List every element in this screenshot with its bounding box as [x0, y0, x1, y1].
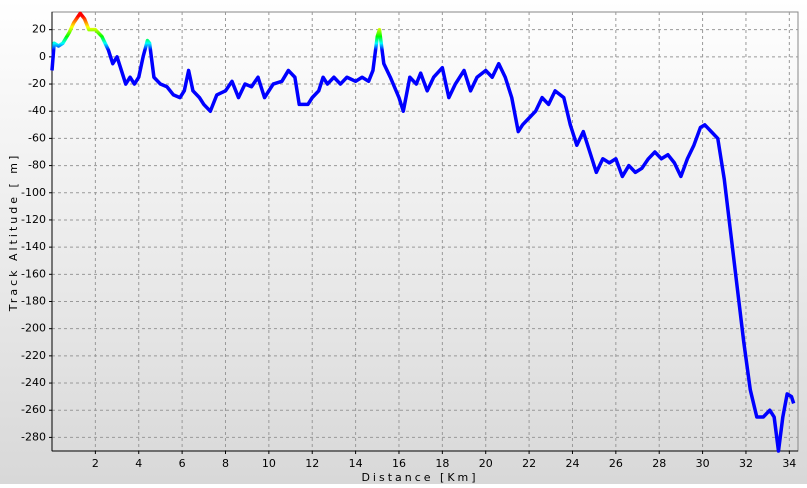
- y-tick-label: 0: [39, 50, 46, 63]
- x-axis-label: Distance [Km]: [361, 471, 478, 484]
- x-tick-label: 4: [135, 457, 142, 470]
- x-tick-label: 16: [392, 457, 406, 470]
- x-tick-label: 2: [92, 457, 99, 470]
- altitude-line: [50, 11, 796, 453]
- y-tick-label: -280: [21, 430, 46, 443]
- y-tick-label: -240: [21, 376, 46, 389]
- y-axis-label: Track Altitude [ m]: [7, 153, 20, 313]
- y-tick-label: -220: [21, 349, 46, 362]
- y-tick-label: -100: [21, 186, 46, 199]
- y-tick-label: -60: [28, 131, 46, 144]
- x-tick-label: 10: [262, 457, 276, 470]
- x-tick-label: 34: [782, 457, 796, 470]
- y-tick-label: -140: [21, 240, 46, 253]
- x-tick-label: 12: [305, 457, 319, 470]
- x-tick-label: 8: [222, 457, 229, 470]
- x-tick-label: 18: [435, 457, 449, 470]
- x-tick-label: 26: [609, 457, 623, 470]
- x-tick-label: 6: [179, 457, 186, 470]
- x-tick-label: 32: [739, 457, 753, 470]
- x-tick-label: 20: [479, 457, 493, 470]
- y-tick-label: -120: [21, 213, 46, 226]
- x-tick-label: 14: [349, 457, 363, 470]
- y-tick-label: -200: [21, 322, 46, 335]
- y-tick-label: -80: [28, 159, 46, 172]
- y-tick-label: -20: [28, 77, 46, 90]
- x-tick-label: 28: [652, 457, 666, 470]
- y-tick-label: -180: [21, 294, 46, 307]
- x-tick-label: 24: [565, 457, 579, 470]
- y-tick-label: 20: [32, 23, 46, 36]
- x-tick-label: 30: [696, 457, 710, 470]
- y-tick-label: -40: [28, 104, 46, 117]
- y-tick-label: -160: [21, 267, 46, 280]
- y-tick-label: -260: [21, 403, 46, 416]
- x-tick-label: 22: [522, 457, 536, 470]
